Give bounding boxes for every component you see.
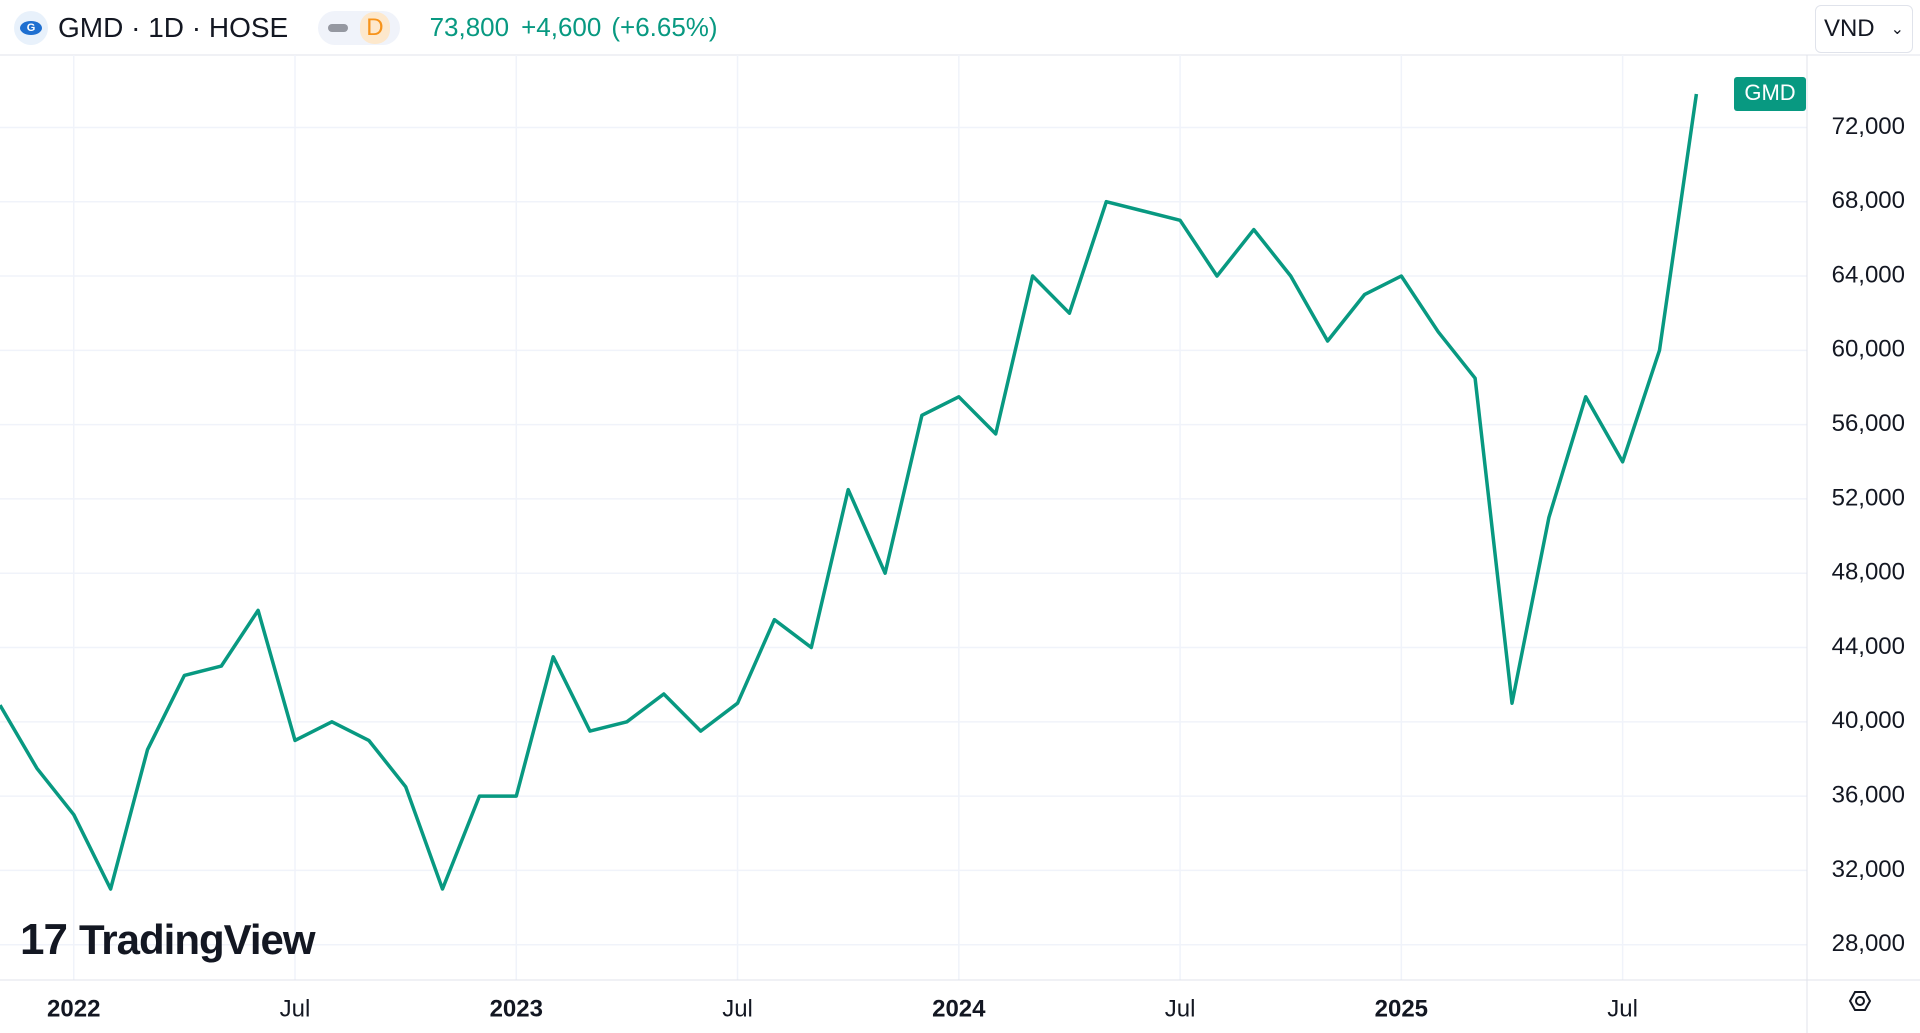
y-tick-label: 72,000 (1832, 113, 1905, 140)
x-tick-label: 2022 (47, 995, 100, 1022)
y-tick-label: 28,000 (1832, 930, 1905, 957)
y-tick-label: 60,000 (1832, 336, 1905, 363)
interval: D (360, 11, 390, 44)
settings-icon-center (1855, 996, 1865, 1006)
symbol-logo: G (14, 10, 48, 45)
series-label: GMD (1744, 80, 1795, 105)
header: G GMD · 1D · HOSE D 73,800 +4,600 (+6.65… (14, 0, 718, 55)
watermark: 17 TradingView (20, 915, 316, 964)
y-tick-label: 32,000 (1832, 856, 1905, 883)
x-tick-label: Jul (722, 995, 753, 1022)
x-tick-label: Jul (1165, 995, 1196, 1022)
change-pct: (+6.65%) (611, 12, 718, 42)
x-tick-label: 2025 (1375, 995, 1428, 1022)
symbol-title: GMD · 1D · HOSE (58, 11, 289, 43)
price-line (0, 93, 1699, 891)
y-tick-label: 64,000 (1832, 261, 1905, 288)
currency-button[interactable]: VND ⌄ (1815, 5, 1913, 53)
price: 73,800 (429, 12, 510, 42)
interval-badge[interactable]: D (318, 10, 400, 45)
y-tick-label: 40,000 (1832, 707, 1905, 734)
x-tick-label: Jul (1607, 995, 1638, 1022)
y-tick-label: 36,000 (1832, 781, 1905, 808)
y-tick-label: 48,000 (1832, 559, 1905, 586)
y-tick-label: 56,000 (1832, 410, 1905, 437)
x-tick-label: Jul (280, 995, 311, 1022)
x-tick-label: 2024 (932, 995, 986, 1022)
y-tick-label: 44,000 (1832, 633, 1905, 660)
settings-icon[interactable] (1848, 991, 1872, 1011)
watermark-text: TradingView (78, 916, 316, 963)
currency: VND (1823, 15, 1875, 42)
y-tick-label: 68,000 (1832, 187, 1905, 214)
change: +4,600 (521, 12, 602, 42)
last-price-box (1734, 77, 1806, 112)
y-tick-label: 52,000 (1832, 484, 1905, 511)
x-tick-label: 2023 (490, 995, 543, 1022)
